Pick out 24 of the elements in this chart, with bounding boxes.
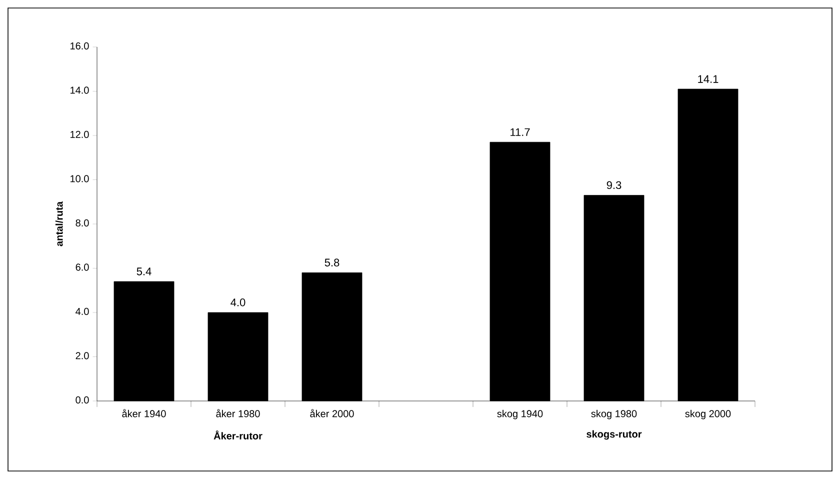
data-label: 9.3 — [606, 181, 622, 190]
data-label: 14.1 — [698, 75, 718, 83]
data-label: 5.4 — [136, 268, 152, 276]
data-label: 4.0 — [230, 298, 246, 306]
x-tick-label: skog 1980 — [591, 410, 637, 420]
text: skogs-rutor — [586, 430, 642, 440]
y-tick-label: 14.0 — [70, 86, 89, 94]
y-tick-label: 10.0 — [70, 175, 89, 182]
y-tick-label: 4.0 — [76, 308, 89, 315]
data-label: 11.7 — [510, 128, 530, 136]
y-tick-label: 6.0 — [76, 264, 89, 271]
x-tick-label: skog 2000 — [685, 410, 731, 420]
y-tick-label: 12.0 — [70, 130, 89, 138]
x-tick-label: åker 1940 — [122, 409, 166, 418]
x-tick-label: åker 2000 — [310, 409, 354, 418]
y-tick-label: 0.0 — [76, 396, 89, 404]
text: Åker-rutor — [214, 430, 262, 440]
data-label: 5.8 — [324, 258, 340, 266]
y-axis-title: antal/ruta — [55, 201, 63, 246]
x-tick-label: skog 1940 — [497, 410, 543, 420]
x-tick-label: åker 1980 — [216, 409, 260, 418]
y-tick-label: 8.0 — [76, 219, 89, 226]
y-tick-label: 2.0 — [76, 352, 89, 360]
y-tick-label: 16.0 — [70, 42, 89, 50]
